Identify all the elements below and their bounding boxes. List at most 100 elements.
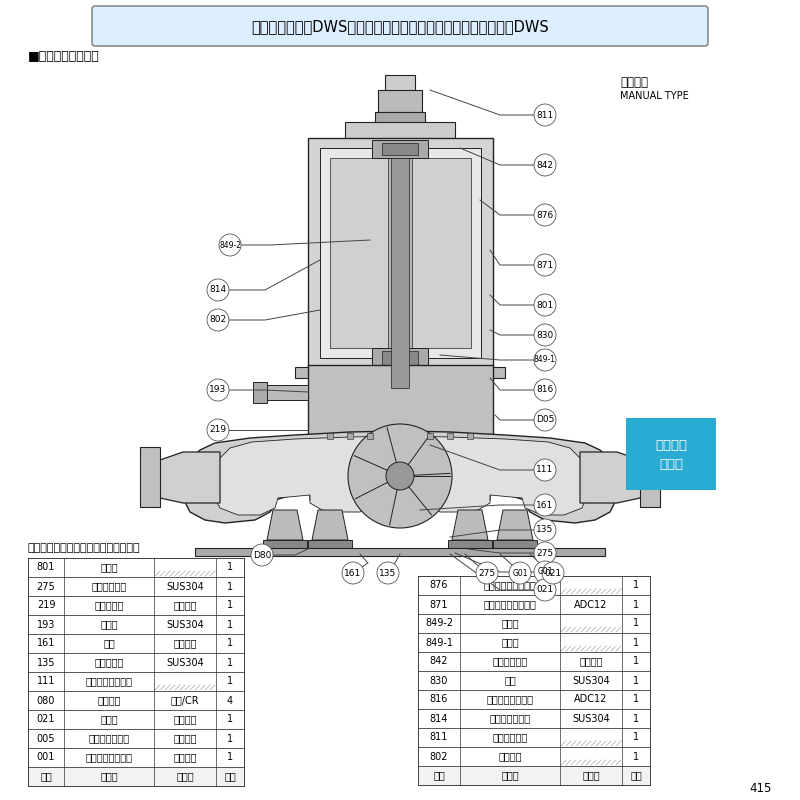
Circle shape — [476, 562, 498, 584]
Circle shape — [534, 409, 556, 431]
Bar — [308, 365, 493, 443]
Text: 玉軸受: 玉軸受 — [501, 618, 519, 629]
Text: 816: 816 — [536, 386, 554, 394]
Circle shape — [207, 379, 229, 401]
Circle shape — [534, 154, 556, 176]
Bar — [320, 367, 480, 442]
Bar — [467, 433, 473, 439]
Bar — [320, 148, 481, 358]
Text: ロータ: ロータ — [100, 562, 118, 573]
Text: 合成樹脂: 合成樹脂 — [174, 601, 197, 610]
Text: 219: 219 — [37, 601, 55, 610]
Bar — [418, 633, 650, 652]
Text: 番号: 番号 — [433, 770, 445, 781]
Text: 1: 1 — [633, 751, 639, 762]
Bar — [418, 614, 650, 633]
Bar — [447, 433, 453, 439]
Text: 相フランジ: 相フランジ — [94, 601, 124, 610]
Text: D80: D80 — [253, 550, 271, 559]
Bar — [28, 710, 244, 729]
Text: ポンプ脚: ポンプ脚 — [98, 695, 121, 706]
Bar — [418, 690, 650, 709]
Text: 【ダーウィン】DWS型樹脂製汚水・雑排水用水中ポンプ　　　DWS: 【ダーウィン】DWS型樹脂製汚水・雑排水用水中ポンプ DWS — [251, 19, 549, 34]
Text: 部品名: 部品名 — [501, 770, 519, 781]
Bar — [308, 138, 493, 368]
Text: 021: 021 — [537, 586, 554, 594]
Bar — [28, 767, 244, 786]
Text: ■構造断面図（例）: ■構造断面図（例） — [28, 50, 100, 63]
Text: 1: 1 — [633, 638, 639, 647]
Bar — [28, 577, 244, 596]
Text: 219: 219 — [210, 426, 226, 434]
Text: 合成樹脂: 合成樹脂 — [579, 657, 602, 666]
Circle shape — [534, 542, 556, 564]
Text: 注）主軸材料はポンプ側を示します。: 注）主軸材料はポンプ側を示します。 — [28, 543, 141, 553]
Polygon shape — [213, 436, 587, 515]
Text: 021: 021 — [37, 714, 55, 725]
Bar — [372, 348, 428, 368]
Circle shape — [534, 104, 556, 126]
Text: 849-1: 849-1 — [534, 355, 556, 365]
Bar — [382, 143, 418, 155]
Bar — [493, 540, 537, 548]
Text: 個数: 個数 — [224, 771, 236, 782]
Circle shape — [542, 562, 564, 584]
Circle shape — [348, 424, 452, 528]
Bar — [28, 729, 244, 748]
Bar — [626, 418, 716, 490]
Text: 羽根車: 羽根車 — [100, 714, 118, 725]
Text: 801: 801 — [536, 301, 554, 310]
Text: 1: 1 — [227, 677, 233, 686]
Bar — [385, 75, 415, 93]
Text: 135: 135 — [536, 526, 554, 534]
Bar — [367, 433, 373, 439]
Text: 1: 1 — [633, 657, 639, 666]
Text: 合成樹脂: 合成樹脂 — [174, 734, 197, 743]
Text: 部品名: 部品名 — [100, 771, 118, 782]
Text: 1: 1 — [633, 733, 639, 742]
Text: 801: 801 — [37, 562, 55, 573]
Text: 275: 275 — [478, 569, 495, 578]
Text: 849-2: 849-2 — [425, 618, 453, 629]
Text: 電動機フレーム: 電動機フレーム — [490, 714, 530, 723]
Text: 1: 1 — [227, 638, 233, 649]
Text: 1: 1 — [227, 734, 233, 743]
Text: 001: 001 — [37, 753, 55, 762]
Text: 個数: 個数 — [630, 770, 642, 781]
Bar — [28, 691, 244, 710]
Text: 合成樹脂: 合成樹脂 — [174, 714, 197, 725]
Bar — [28, 596, 244, 615]
Polygon shape — [267, 510, 303, 540]
Circle shape — [534, 579, 556, 601]
Text: 111: 111 — [536, 466, 554, 474]
Bar — [330, 158, 471, 348]
Bar — [418, 595, 650, 614]
Text: 1: 1 — [227, 714, 233, 725]
Text: 1: 1 — [633, 581, 639, 590]
Bar — [28, 615, 244, 634]
Text: D05: D05 — [536, 415, 554, 425]
Bar — [418, 652, 650, 671]
Bar — [263, 540, 307, 548]
Text: 1: 1 — [633, 694, 639, 705]
Text: 871: 871 — [536, 261, 554, 270]
Text: 135: 135 — [37, 658, 55, 667]
Text: 135: 135 — [379, 569, 397, 578]
Text: 羽根裏座金: 羽根裏座金 — [94, 658, 124, 667]
Text: ADC12: ADC12 — [574, 599, 608, 610]
Polygon shape — [183, 431, 617, 523]
Text: 849-2: 849-2 — [219, 241, 241, 250]
Text: 1: 1 — [633, 599, 639, 610]
Text: 主軸: 主軸 — [504, 675, 516, 686]
Text: ポンプケーシング: ポンプケーシング — [86, 753, 133, 762]
FancyBboxPatch shape — [92, 6, 708, 46]
Circle shape — [207, 419, 229, 441]
Circle shape — [207, 279, 229, 301]
Text: 080: 080 — [37, 695, 55, 706]
Bar — [418, 709, 650, 728]
Bar — [327, 433, 333, 439]
Text: 4: 4 — [227, 695, 233, 706]
Text: 番号: 番号 — [40, 771, 52, 782]
Text: 非自動形: 非自動形 — [620, 75, 648, 89]
Text: 161: 161 — [37, 638, 55, 649]
